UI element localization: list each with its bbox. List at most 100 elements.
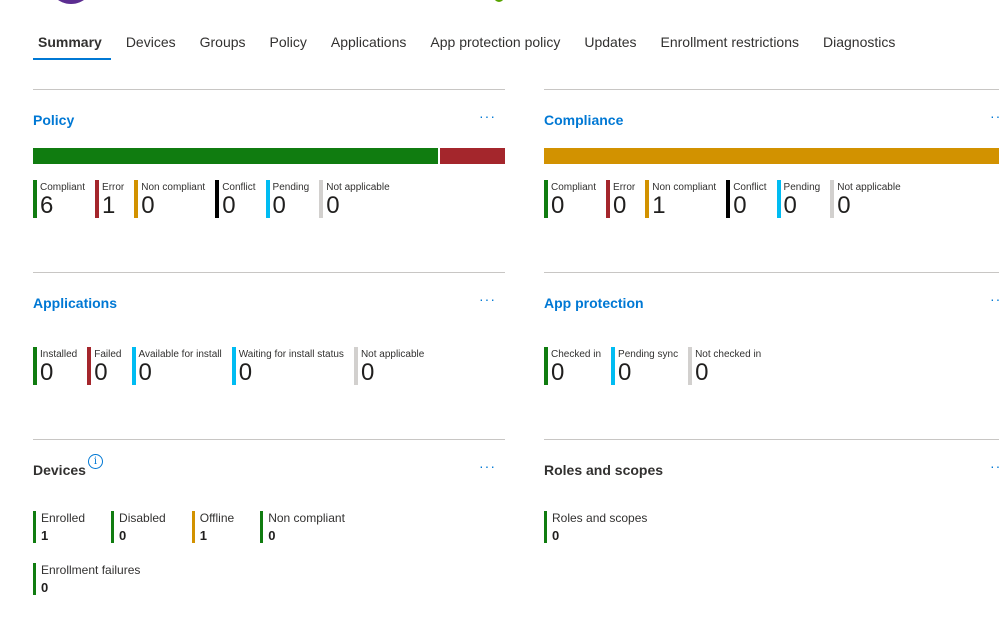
stat-label: Error [102,182,125,193]
status-color-line [830,180,835,218]
stat-value: 0 [138,359,152,386]
stat-label: Not applicable [326,182,390,193]
applications-stat-available-for-install[interactable]: Available for install 0 [131,347,222,386]
policy-status-bar [33,148,505,164]
bar-segment-compliant[interactable] [33,148,438,164]
compliance-stat-pending[interactable]: Pending 0 [776,180,820,219]
status-color-line [260,511,264,543]
devices-stats-row1: Enrolled 1 Disabled 0 Offline 1 Non compliant 0 [33,511,371,543]
tab-devices[interactable]: Devices [125,34,176,50]
status-color-line [688,347,693,385]
status-color-line [215,180,220,218]
stat-value: 0 [618,359,632,386]
status-color-line [231,347,236,385]
status-color-line [726,180,731,218]
bar-segment-error[interactable] [437,148,505,164]
devices-stat-offline[interactable]: Offline 1 [191,511,235,543]
applications-stat-waiting-for-install-status[interactable]: Waiting for install status 0 [231,347,344,386]
policy-stat-pending[interactable]: Pending 0 [265,180,309,218]
applications-more-icon[interactable]: ··· [479,291,496,307]
stat-value: 0 [360,359,375,386]
devices-stat-non-compliant[interactable]: Non compliant 0 [260,511,345,543]
applications-stat-failed[interactable]: Failed 0 [87,347,122,385]
stat-value: 1 [41,528,49,543]
policy-stat-compliant[interactable]: Compliant 6 [33,180,85,218]
tab-summary[interactable]: Summary [33,28,114,60]
status-color-line [111,511,115,543]
stat-value: 0 [551,359,565,386]
stat-value: 0 [238,359,253,386]
policy-title[interactable]: Policy [33,112,75,128]
devices-card: Devices i ··· Enrolled 1 Disabled 0 Offline 1… [33,439,505,619]
policy-stat-conflict[interactable]: Conflict 0 [215,180,256,219]
devices-stat-disabled[interactable]: Disabled 0 [111,511,166,543]
applications-title[interactable]: Applications [33,295,118,311]
stat-value: 0 [40,359,54,386]
app-protection-more-icon[interactable]: ··· [990,291,999,307]
bar-segment-non-compliant[interactable] [544,148,999,164]
status-color-line [544,511,547,543]
compliance-stat-conflict[interactable]: Conflict 0 [726,180,767,219]
policy-stat-not-applicable[interactable]: Not applicable 0 [319,180,390,218]
roles-title: Roles and scopes [544,462,664,478]
applications-stat-installed[interactable]: Installed 0 [33,347,77,385]
roles-more-icon[interactable]: ··· [990,458,999,474]
stat-value: 0 [222,192,236,219]
stat-label: Compliant [40,182,86,193]
compliance-more-icon[interactable]: ··· [990,108,999,124]
app-protection-stat-checked-in[interactable]: Checked in 0 [544,347,601,385]
devices-title: Devices [33,462,86,478]
status-color-line [606,180,611,218]
stat-label: Non compliant [652,182,717,193]
app-protection-stat-not-checked-in[interactable]: Not checked in 0 [688,347,761,385]
devices-stat-enrolled[interactable]: Enrolled 1 [33,511,85,543]
app-protection-stat-pending-sync[interactable]: Pending sync 0 [611,347,678,385]
applications-stats: Installed 0 Failed 0 Available for install 0 W… [33,347,434,385]
stat-value: 6 [40,192,54,219]
policy-card: Policy ··· Compliant 6 Error 1 Non compliant… [33,89,505,229]
stat-label: Error [613,182,636,193]
tab-enrollment-restrictions[interactable]: Enrollment restrictions [660,34,800,50]
status-color-line [33,511,36,543]
compliance-stat-non-compliant[interactable]: Non compliant 1 [645,180,716,218]
stat-value: 0 [733,192,747,219]
applications-card: Applications ··· Installed 0 Failed 0 Availa… [33,272,505,412]
tab-policy[interactable]: Policy [269,34,307,50]
tab-groups[interactable]: Groups [199,34,246,50]
tab-app-protection-policy[interactable]: App protection policy [430,34,561,50]
tab-updates[interactable]: Updates [584,34,637,50]
stat-label: Conflict [733,182,767,193]
info-icon[interactable]: i [88,454,103,469]
stat-label: Checked in [551,349,602,360]
status-color-line [544,347,548,385]
stat-label: Not applicable [837,182,901,193]
status-color-line [33,347,37,385]
devices-stat-enrollment-failures[interactable]: Enrollment failures 0 [33,563,140,595]
app-protection-title[interactable]: App protection [544,295,644,311]
policy-stat-error[interactable]: Error 1 [95,180,124,218]
policy-stat-non-compliant[interactable]: Non compliant 0 [134,180,205,218]
compliance-stat-not-applicable[interactable]: Not applicable 0 [830,180,901,219]
roles-stat-roles-and-scopes[interactable]: Roles and scopes 0 [544,511,647,543]
stat-value: 1 [102,192,116,219]
compliance-stat-error[interactable]: Error 0 [606,180,635,218]
stat-value: 1 [652,192,666,219]
status-color-line [33,180,37,218]
compliance-status-bar [544,148,999,164]
compliance-stat-compliant[interactable]: Compliant 0 [544,180,596,218]
stat-value: 0 [783,192,797,219]
stat-label: Waiting for install status [238,349,344,360]
tab-applications[interactable]: Applications [330,34,407,50]
status-color-line [544,180,548,218]
stat-value: 0 [695,359,709,386]
stat-label: Not checked in [695,349,762,360]
tab-diagnostics[interactable]: Diagnostics [823,34,896,50]
applications-stat-not-applicable[interactable]: Not applicable 0 [353,347,424,386]
policy-more-icon[interactable]: ··· [479,108,496,124]
stat-label: Offline [199,511,235,525]
devices-more-icon[interactable]: ··· [479,458,496,474]
stat-value: 0 [837,192,851,219]
stat-value: 0 [141,192,155,219]
tab-bar: Summary Devices Groups Policy Applications Ap… [33,28,907,60]
compliance-title[interactable]: Compliance [544,112,624,128]
